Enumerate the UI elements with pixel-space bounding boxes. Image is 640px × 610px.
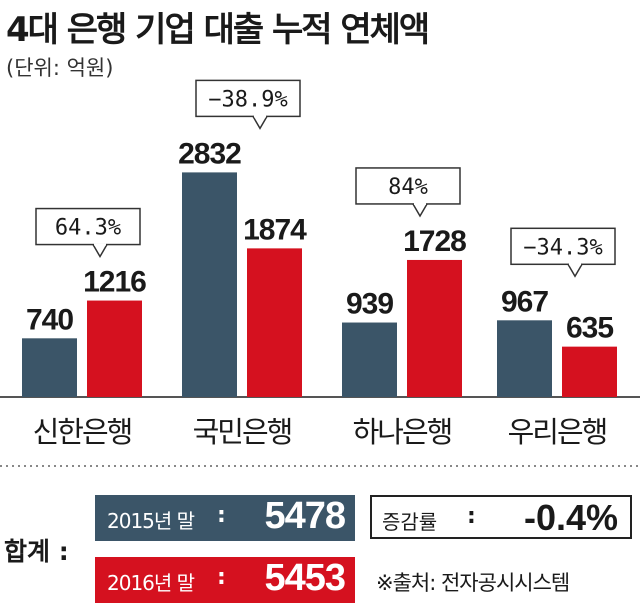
category-label-2: 하나은행 bbox=[353, 415, 452, 449]
total-2015-label: 2015년 말 bbox=[107, 509, 195, 533]
bar-chart: 740 1216 신한은행 64.3% 2832 1874 국민은행 −38.9% 939 172… bbox=[0, 79, 640, 467]
change-rate-label: 증감률 bbox=[382, 510, 438, 534]
bar-2016-3 bbox=[562, 346, 617, 397]
data-label-2015-1: 2832 bbox=[178, 137, 241, 170]
change-callout-text-2: 84% bbox=[388, 175, 428, 200]
total-2015-box: 2015년 말 : 5478 bbox=[95, 495, 355, 541]
change-callout-text-1: −38.9% bbox=[208, 87, 287, 112]
change-callout-box-0 bbox=[35, 207, 141, 246]
change-callout-1: −38.9% bbox=[195, 79, 301, 130]
unit-label: (단위: 억원) bbox=[6, 56, 114, 80]
category-label-3: 우리은행 bbox=[508, 415, 607, 449]
bar-2016-2 bbox=[407, 259, 462, 397]
data-label-2016-0: 1216 bbox=[83, 266, 146, 299]
change-callout-3: −34.3% bbox=[510, 227, 616, 278]
change-callout-pointer-2 bbox=[412, 203, 428, 218]
change-callout-box-2 bbox=[355, 167, 461, 205]
chart-title: 4대 은행 기업 대출 누적 연체액 bbox=[6, 10, 430, 50]
change-callout-2: 84% bbox=[355, 167, 461, 218]
bar-2016-0 bbox=[87, 300, 142, 397]
data-label-2015-3: 967 bbox=[501, 285, 548, 318]
bar-2015-3 bbox=[497, 320, 552, 397]
change-rate-value: -0.4% bbox=[523, 497, 618, 538]
total-2015-value: 5478 bbox=[264, 495, 346, 537]
change-callout-box-3 bbox=[510, 227, 616, 266]
change-callout-pointer-0 bbox=[92, 244, 108, 259]
total-2016-value: 5453 bbox=[264, 557, 346, 599]
change-callout-pointer-1 bbox=[252, 116, 268, 130]
total-2015-colon: : bbox=[217, 503, 226, 528]
data-label-2015-2: 939 bbox=[346, 288, 393, 321]
bar-2015-2 bbox=[342, 322, 397, 397]
data-label-2016-3: 635 bbox=[566, 312, 613, 345]
total-2016-colon: : bbox=[217, 565, 226, 590]
change-callout-box-1 bbox=[195, 79, 301, 118]
bar-2015-1 bbox=[182, 172, 237, 397]
change-callout-pointer-3 bbox=[567, 263, 583, 278]
change-callout-0: 64.3% bbox=[35, 207, 141, 259]
category-label-0: 신한은행 bbox=[33, 415, 132, 449]
bar-2015-0 bbox=[22, 338, 77, 397]
source-note: ※출처: 전자공시시스템 bbox=[376, 571, 570, 595]
change-callout-text-3: −34.3% bbox=[523, 235, 602, 260]
data-label-2015-0: 740 bbox=[26, 303, 73, 336]
bar-2016-1 bbox=[247, 248, 302, 397]
change-rate-colon: : bbox=[467, 504, 476, 529]
total-2016-box: 2016년 말 : 5453 bbox=[95, 557, 355, 603]
total-2016-label: 2016년 말 bbox=[107, 571, 195, 595]
data-label-2016-2: 1728 bbox=[403, 225, 466, 258]
change-rate-box: 증감률 : -0.4% bbox=[370, 495, 632, 539]
total-label: 합계 : bbox=[4, 537, 69, 566]
data-label-2016-1: 1874 bbox=[243, 213, 307, 246]
change-callout-text-0: 64.3% bbox=[55, 216, 121, 241]
category-label-1: 국민은행 bbox=[193, 415, 292, 449]
